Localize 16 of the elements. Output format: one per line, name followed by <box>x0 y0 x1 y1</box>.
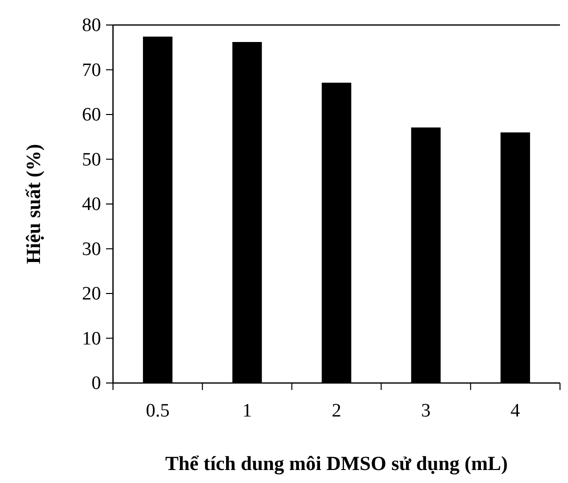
y-tick-label: 40 <box>82 194 101 216</box>
x-tick-label: 3 <box>421 400 431 422</box>
y-tick-label: 50 <box>82 149 101 170</box>
x-tick-label: 1 <box>242 400 252 422</box>
y-tick-label: 30 <box>82 238 101 260</box>
y-axis-title: Hiệu suất (%) <box>23 144 45 264</box>
y-tick-label: 0 <box>92 373 101 394</box>
x-tick-label: 4 <box>510 400 521 422</box>
x-tick-label: 2 <box>332 400 342 422</box>
y-tick-label: 60 <box>82 104 101 126</box>
y-tick-label: 20 <box>82 284 101 305</box>
y-tick-label: 80 <box>82 15 101 36</box>
y-tick-label: 10 <box>82 328 101 350</box>
y-tick-label: 70 <box>82 60 101 81</box>
x-tick-label: 0.5 <box>146 400 170 422</box>
x-axis-title: Thể tích dung môi DMSO sử dụng (mL) <box>165 453 508 475</box>
